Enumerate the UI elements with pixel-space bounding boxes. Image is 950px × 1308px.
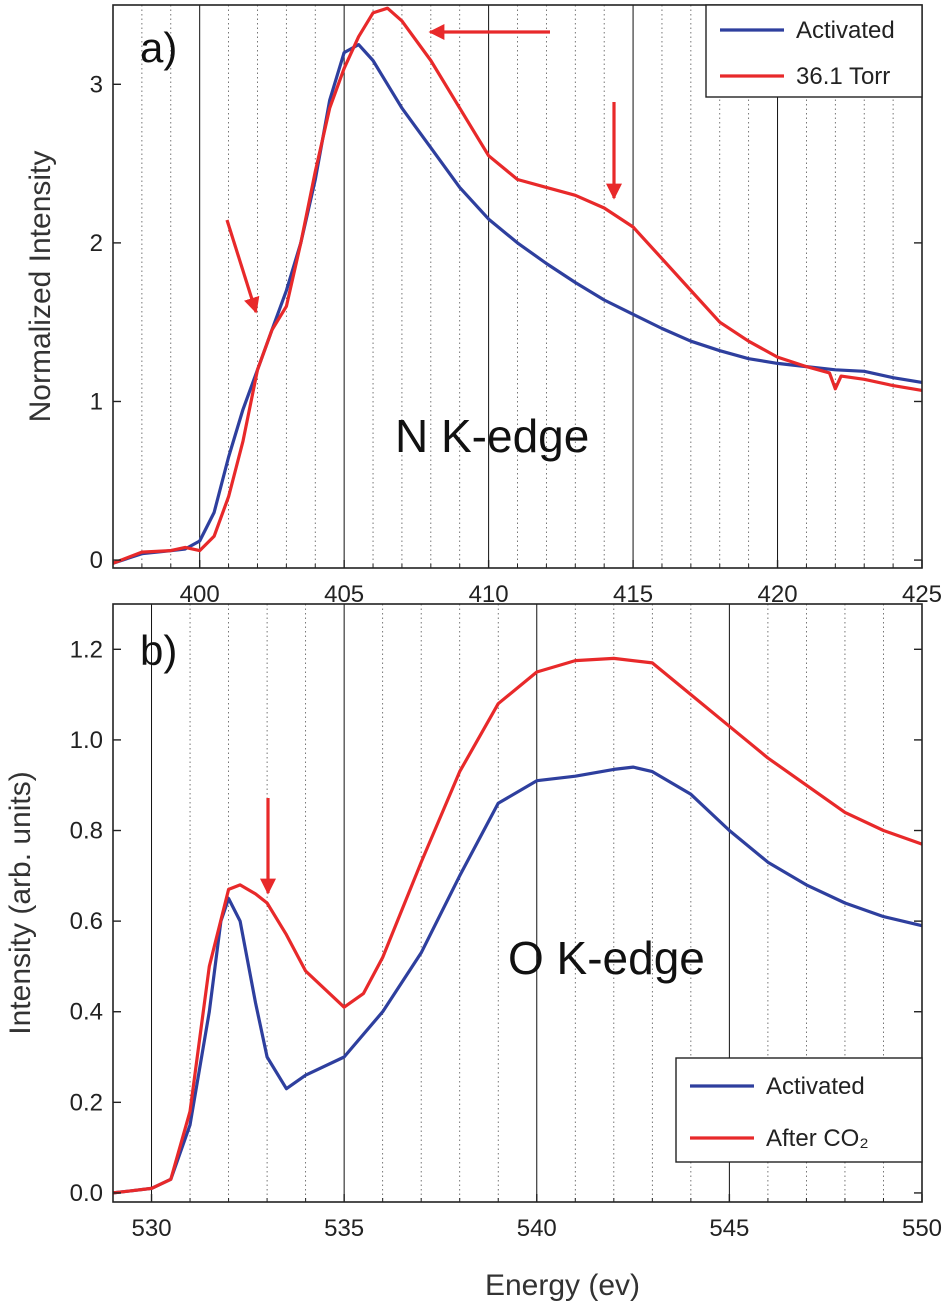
series-line-activated [112,43,923,565]
y-axis-label: Normalized Intensity [24,151,57,423]
x-tick-label: 535 [324,1215,364,1242]
panel-b: 530 535 540 545 550 0.0 0.2 0.4 0.6 0.8 1.0 1.2 Inte… [4,603,942,1302]
y-tick-label: 0 [90,547,103,574]
y-tick-label: 0.4 [70,999,103,1026]
y-tick-label: 0.8 [70,818,103,845]
legend-box [705,4,923,98]
legend: Activated 36.1 Torr [705,4,923,98]
legend-box [675,1057,923,1163]
y-tick-label: 1.2 [70,636,103,663]
y-tick-label: 0.6 [70,908,103,935]
series-line-treated [112,6,923,565]
x-axis-label: Energy (ev) [485,1269,640,1302]
y-axis-label: Intensity (arb. units) [4,771,37,1034]
y-tick-label: 0.0 [70,1180,103,1207]
series-line-treated [112,656,923,1195]
plot-frame [112,603,923,1203]
x-tick-label: 540 [517,1215,557,1242]
x-tick-label: 530 [132,1215,172,1242]
y-tick-label: 0.2 [70,1089,103,1116]
series-line-activated [112,765,923,1195]
edge-annotation: O K-edge [508,932,705,984]
y-tick-label: 1 [90,388,103,415]
edge-annotation: N K-edge [395,410,589,462]
x-tick-label: 545 [709,1215,749,1242]
legend-entry: Activated [766,1073,865,1100]
legend-entry: 36.1 Torr [796,63,890,90]
legend-entry: Activated [796,17,895,44]
x-tick-label: 550 [902,1215,942,1242]
legend: Activated After CO₂ [675,1057,923,1163]
y-tick-label: 3 [90,71,103,98]
legend-entry: After CO₂ [766,1125,869,1152]
y-tick-label: 1.0 [70,727,103,754]
panel-tag: b) [140,627,177,674]
panel-tag: a) [140,24,177,71]
y-tick-label: 2 [90,230,103,257]
annotation-arrow [225,219,260,314]
